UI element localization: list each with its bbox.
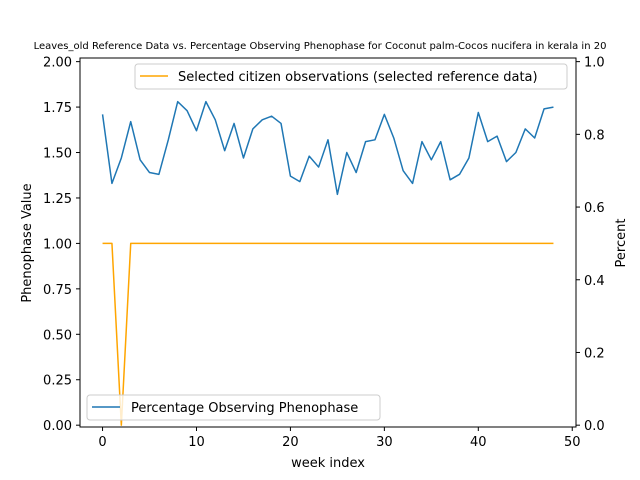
left-tick-label: 0.25 bbox=[43, 374, 72, 389]
right-tick-label: 0.4 bbox=[584, 274, 605, 289]
x-tick-label: 30 bbox=[376, 435, 393, 450]
left-tick-label: 1.75 bbox=[43, 101, 72, 116]
legend-box-upper bbox=[134, 63, 568, 90]
left-tick-label: 0.50 bbox=[43, 328, 72, 343]
left-tick-label: 1.50 bbox=[43, 147, 72, 162]
plot-frame bbox=[79, 57, 577, 428]
right-axis-label: Percent bbox=[614, 219, 629, 268]
left-tick-label: 0.00 bbox=[43, 419, 72, 434]
right-tick-label: 0.6 bbox=[584, 201, 605, 216]
x-tick-label: 40 bbox=[470, 435, 487, 450]
x-axis-ticks: 0 10 20 30 40 50 bbox=[98, 427, 581, 450]
right-axis-ticks: 0.0 0.2 0.4 0.6 0.8 1.0 bbox=[576, 56, 605, 434]
right-tick-label: 0.0 bbox=[584, 419, 605, 434]
right-tick-label: 0.8 bbox=[584, 128, 605, 143]
right-tick-label: 1.0 bbox=[584, 56, 605, 71]
x-axis-label: week index bbox=[291, 456, 365, 471]
left-tick-label: 1.25 bbox=[43, 192, 72, 207]
left-axis-ticks: 0.00 0.25 0.50 0.75 1.00 1.25 1.50 1.75 2.00 bbox=[43, 56, 80, 434]
series-lines bbox=[101, 100, 554, 426]
chart-title: Leaves_old Reference Data vs. Percentage… bbox=[34, 41, 607, 52]
legend-lower-left: Percentage Observing Phenophase bbox=[86, 394, 381, 421]
legend-label-selected: Selected citizen observations (selected … bbox=[178, 70, 538, 85]
left-axis-label: Phenophase Value bbox=[20, 183, 35, 302]
x-tick-label: 50 bbox=[564, 435, 581, 450]
selected-observations-line bbox=[102, 242, 554, 426]
left-tick-label: 2.00 bbox=[43, 56, 72, 71]
right-tick-label: 0.2 bbox=[584, 346, 605, 361]
left-tick-label: 0.75 bbox=[43, 283, 72, 298]
x-tick-label: 20 bbox=[282, 435, 299, 450]
legend-box-lower bbox=[86, 394, 381, 421]
left-tick-label: 1.00 bbox=[43, 237, 72, 252]
x-tick-label: 0 bbox=[98, 435, 106, 450]
percentage-observing-line bbox=[101, 100, 554, 196]
legend-label-percentage: Percentage Observing Phenophase bbox=[131, 401, 358, 416]
legend-upper-right: Selected citizen observations (selected … bbox=[134, 63, 568, 90]
x-tick-label: 10 bbox=[188, 435, 205, 450]
